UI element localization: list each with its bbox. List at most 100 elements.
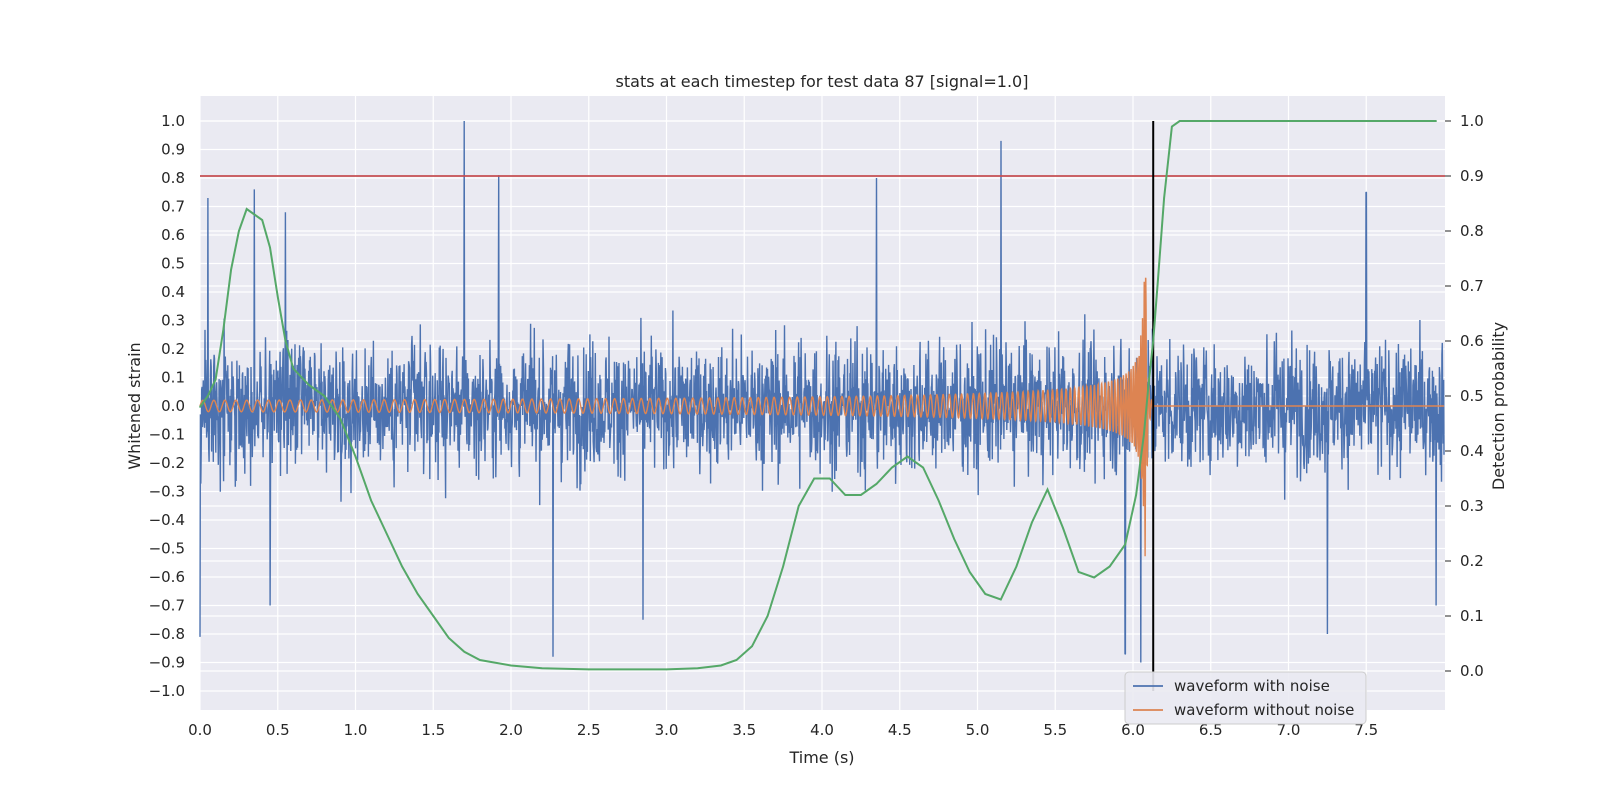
y2-tick-label: 1.0 <box>1460 112 1484 130</box>
x-tick-label: 4.0 <box>810 721 834 739</box>
detection-probability-point <box>751 645 753 648</box>
detection-probability-point <box>206 395 209 397</box>
y-tick-label: −0.9 <box>149 654 185 672</box>
x-tick-label: 2.5 <box>577 721 601 739</box>
detection-probability-point <box>1435 120 1438 122</box>
detection-probability-point <box>1147 384 1150 386</box>
detection-probability-point <box>1178 120 1181 122</box>
y-tick-label: −0.2 <box>149 454 185 472</box>
x-tick-label: 3.5 <box>732 721 756 739</box>
detection-probability-point <box>891 466 893 469</box>
y-tick-label: 0.1 <box>161 369 185 387</box>
x-tick-label: 7.0 <box>1277 721 1301 739</box>
y2-tick-labels: 1.0 0.9 0.8 0.7 0.6 0.5 0.4 0.3 0.2 0.1 0.0 <box>1445 112 1484 680</box>
detection-probability-point <box>782 565 784 568</box>
detection-probability-point <box>245 208 248 210</box>
series-clean-line <box>199 277 1154 557</box>
detection-probability-point <box>276 296 279 298</box>
y-tick-label: 0.7 <box>161 198 185 216</box>
detection-probability-point <box>253 213 256 216</box>
detection-probability-point <box>214 378 217 381</box>
detection-probability-point <box>199 406 201 408</box>
detection-probability-point <box>385 532 388 535</box>
detection-probability-point <box>1046 488 1049 491</box>
detection-probability-point <box>284 340 287 342</box>
detection-probability-point <box>1287 120 1290 122</box>
detection-probability-point <box>828 477 831 480</box>
detection-probability-point <box>541 667 543 670</box>
y-tick-label: 0.0 <box>161 397 185 415</box>
detection-probability-point <box>261 219 264 221</box>
x-tick-label: 3.0 <box>655 721 679 739</box>
legend-box <box>1124 671 1367 725</box>
x-tick-label: 5.0 <box>966 721 990 739</box>
detection-probability-point <box>860 494 862 496</box>
detection-probability-point <box>1365 120 1368 122</box>
x-tick-label: 1.5 <box>421 721 445 739</box>
detection-probability-point <box>448 637 450 639</box>
y-tick-label: 1.0 <box>161 112 185 130</box>
detection-probability-point <box>1171 125 1173 128</box>
y2-tick-label: 0.9 <box>1460 167 1484 185</box>
detection-probability-point <box>1062 527 1064 529</box>
legend-label-noise: waveform with noise <box>1174 677 1330 695</box>
detection-probability-point <box>1093 576 1095 579</box>
detection-probability-point <box>463 650 466 653</box>
detection-probability-point <box>875 483 878 485</box>
y2-tick-label: 0.4 <box>1460 442 1484 460</box>
y-tick-label: 0.4 <box>161 283 185 301</box>
detection-probability-point <box>813 477 816 480</box>
detection-probability-point <box>1152 340 1155 342</box>
detection-probability-point <box>1143 433 1145 436</box>
detection-probability-point <box>937 499 940 502</box>
y2-tick-label: 0.3 <box>1460 497 1484 515</box>
y2-tick-label: 0.2 <box>1460 552 1484 570</box>
detection-probability-point <box>1031 521 1033 524</box>
y-tick-label: −0.6 <box>149 568 185 586</box>
detection-probability-point <box>1186 120 1189 122</box>
x-tick-label: 2.0 <box>499 721 523 739</box>
legend-label-clean: waveform without noise <box>1174 701 1354 719</box>
detection-probability-point <box>370 499 372 502</box>
y-tick-label: −0.5 <box>149 540 185 558</box>
detection-probability-point <box>766 615 769 617</box>
detection-probability-point <box>720 664 722 667</box>
y-tick-label: −0.7 <box>149 597 185 615</box>
y-tick-label: 0.5 <box>161 255 185 273</box>
y-tick-label: −0.3 <box>149 483 185 501</box>
detection-probability-point <box>587 668 590 671</box>
detection-probability-point <box>432 615 435 617</box>
detection-probability-point <box>323 395 326 397</box>
detection-probability-point <box>1124 543 1127 546</box>
y-axis-label: Whitened strain <box>125 342 144 469</box>
chart-title: stats at each timestep for test data 87 … <box>616 72 1029 91</box>
y2-tick-label: 0.6 <box>1460 332 1484 350</box>
y-tick-label: 0.8 <box>161 169 185 187</box>
detection-probability-point <box>339 417 341 419</box>
y-tick-label: −0.1 <box>149 426 185 444</box>
detection-probability-point <box>797 505 800 507</box>
x-tick-label: 4.5 <box>888 721 912 739</box>
y2-tick-label: 0.5 <box>1460 387 1484 405</box>
detection-probability-point <box>308 384 310 386</box>
x-tick-label: 6.5 <box>1199 721 1223 739</box>
y2-tick-label: 0.1 <box>1460 607 1484 625</box>
y-tick-label: 0.9 <box>161 141 185 159</box>
x-tick-label: 6.0 <box>1121 721 1145 739</box>
detection-probability-point <box>984 593 987 595</box>
y-tick-label: −0.4 <box>149 511 185 529</box>
y-tick-label: −1.0 <box>149 682 185 700</box>
detection-probability-point <box>696 667 699 670</box>
detection-probability-point <box>1135 494 1137 496</box>
detection-probability-point <box>510 664 512 667</box>
detection-probability-point <box>665 668 668 671</box>
x-tick-label: 1.0 <box>344 721 368 739</box>
detection-probability-point <box>922 466 924 469</box>
x-axis-label: Time (s) <box>788 748 854 767</box>
x-tick-label: 5.5 <box>1043 721 1067 739</box>
y2-tick-label: 0.7 <box>1460 277 1484 295</box>
x-tick-label: 0.0 <box>188 721 212 739</box>
x-tick-label: 7.5 <box>1354 721 1378 739</box>
y2-tick-label: 0.8 <box>1460 222 1484 240</box>
